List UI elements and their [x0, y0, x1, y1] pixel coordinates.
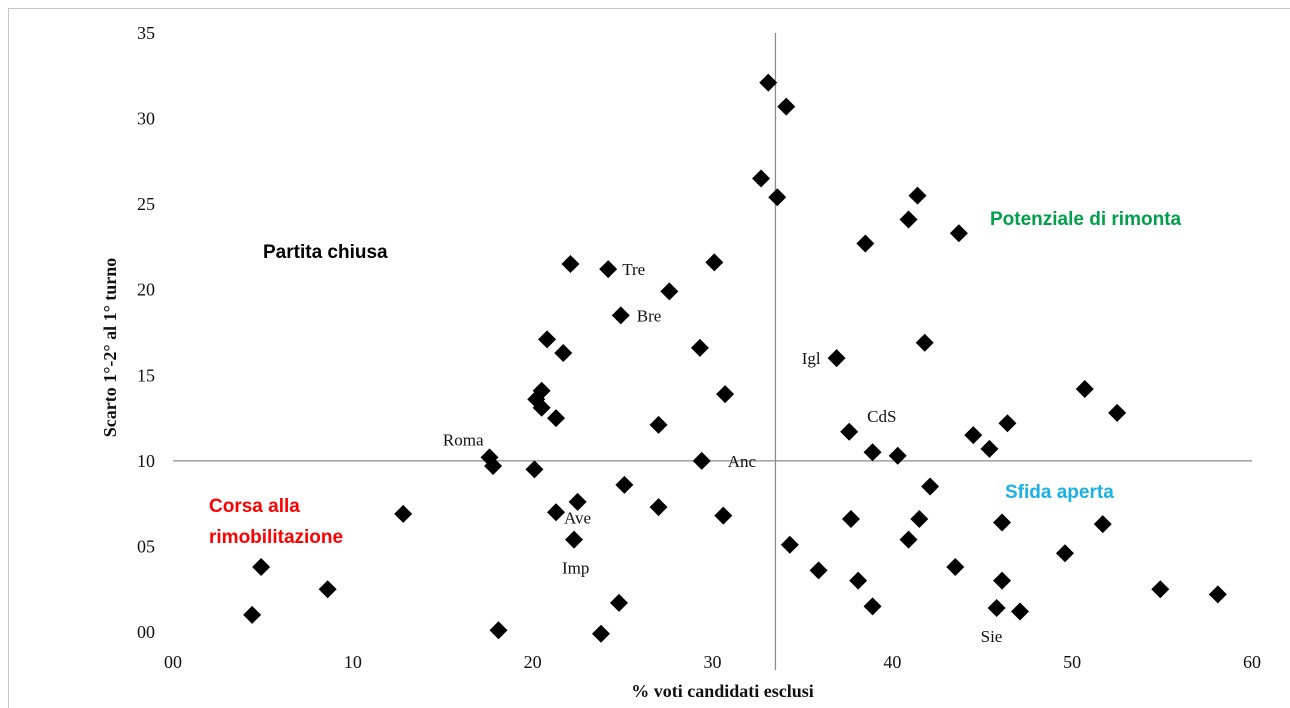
data-point [899, 210, 918, 229]
data-point [921, 477, 940, 496]
x-axis-title: % voti candidati esclusi [631, 681, 814, 701]
quadrant-label: Sfida aperta [1005, 482, 1114, 503]
x-tick-label: 00 [164, 652, 182, 672]
data-point [705, 253, 724, 272]
y-tick-label: 10 [137, 451, 155, 471]
data-point [592, 624, 611, 643]
data-point [856, 234, 875, 253]
data-point [318, 580, 337, 599]
point-label: Roma [443, 430, 484, 449]
data-point [993, 571, 1012, 590]
x-tick-label: 60 [1243, 652, 1261, 672]
data-point [489, 621, 508, 640]
data-point [565, 530, 584, 549]
data-point [908, 186, 927, 205]
data-point [964, 426, 983, 445]
point-label: Imp [562, 559, 589, 578]
data-point [568, 492, 587, 511]
data-point [840, 422, 859, 441]
quadrant-label: Potenziale di rimonta [990, 209, 1182, 230]
data-point [1151, 580, 1170, 599]
data-point [949, 224, 968, 243]
y-tick-label: 05 [137, 536, 155, 556]
data-point [554, 344, 573, 363]
data-point [1093, 515, 1112, 534]
point-label: Bre [637, 306, 662, 325]
data-point [599, 260, 618, 279]
data-point [532, 398, 551, 417]
x-tick-label: 20 [524, 652, 542, 672]
y-axis-title: Scarto 1°-2° al 1° turno [100, 258, 120, 438]
data-point [993, 513, 1012, 532]
quadrant-label: Partita chiusa [263, 242, 388, 263]
data-point [1055, 544, 1074, 563]
y-tick-label: 15 [137, 365, 155, 385]
point-label: Sie [981, 627, 1003, 646]
data-point [714, 506, 733, 525]
point-label: Tre [622, 260, 645, 279]
data-point [987, 599, 1006, 618]
data-point [980, 439, 999, 458]
data-point [692, 451, 711, 470]
data-point [910, 510, 929, 529]
data-point [752, 169, 771, 188]
data-point [611, 306, 630, 325]
data-point [899, 530, 918, 549]
x-tick-label: 50 [1063, 652, 1081, 672]
data-point [716, 385, 735, 404]
data-point [809, 561, 828, 580]
data-point [243, 605, 262, 624]
data-point [649, 415, 668, 434]
data-point [649, 498, 668, 517]
data-point [1075, 379, 1094, 398]
x-tick-label: 30 [704, 652, 722, 672]
data-point [915, 333, 934, 352]
y-tick-label: 35 [137, 23, 155, 43]
data-point [780, 535, 799, 554]
data-point [841, 510, 860, 529]
data-point [525, 460, 544, 479]
data-point [777, 97, 796, 116]
chart-frame [8, 8, 1290, 708]
data-point [538, 330, 557, 349]
point-label: Anc [728, 452, 757, 471]
y-tick-label: 00 [137, 622, 155, 642]
point-label: Ave [564, 509, 591, 528]
point-label: Igl [802, 349, 821, 368]
data-point [532, 381, 551, 400]
data-point [561, 255, 580, 274]
y-tick-label: 20 [137, 280, 155, 300]
data-point [615, 475, 634, 494]
data-point [609, 593, 628, 612]
data-point [660, 282, 679, 301]
x-tick-label: 40 [883, 652, 901, 672]
data-point [849, 571, 868, 590]
data-point [768, 188, 787, 207]
data-point [252, 557, 271, 576]
data-point [863, 597, 882, 616]
x-tick-label: 10 [344, 652, 362, 672]
data-point [888, 446, 907, 465]
data-point [690, 338, 709, 357]
data-point [547, 409, 566, 428]
y-tick-label: 25 [137, 194, 155, 214]
data-point [1011, 602, 1030, 621]
point-label: CdS [867, 407, 896, 426]
data-point [863, 443, 882, 462]
data-point [484, 456, 503, 475]
data-point [547, 503, 566, 522]
data-point [759, 73, 778, 92]
data-point [998, 414, 1017, 433]
quadrant-label: Corsa alla [209, 496, 300, 517]
data-point [946, 557, 965, 576]
data-point [827, 349, 846, 368]
quadrant-label: rimobilitazione [209, 527, 343, 548]
data-point [1108, 403, 1127, 422]
data-point [394, 504, 413, 523]
data-point [1208, 585, 1227, 604]
y-tick-label: 30 [137, 109, 155, 129]
